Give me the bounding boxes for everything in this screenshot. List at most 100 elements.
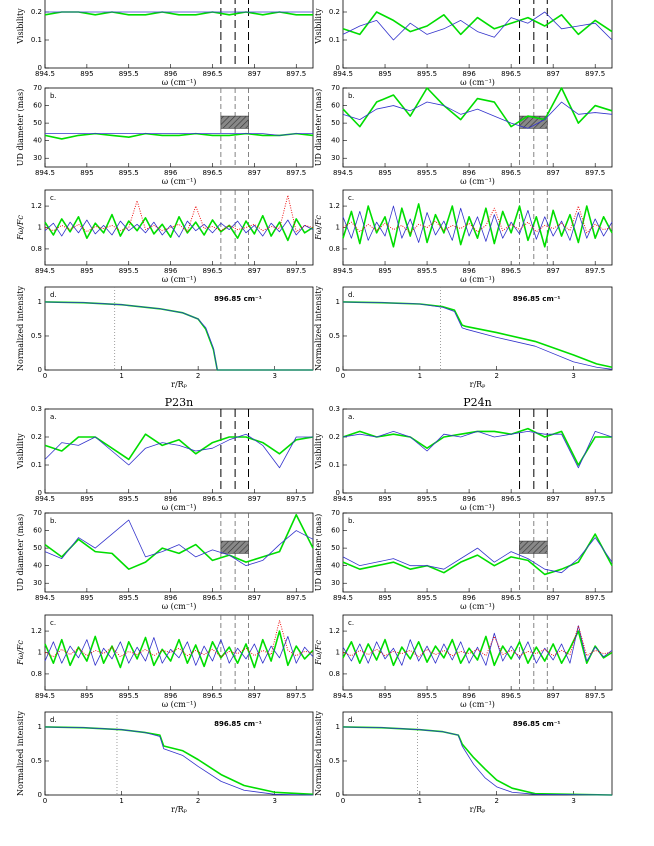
x-tick-label: 895: [80, 169, 93, 177]
x-tick-label: 897.5: [286, 594, 306, 602]
y-tick-label: 60: [33, 102, 42, 110]
x-tick-label: 896.5: [202, 692, 222, 700]
x-tick-label: 895.5: [119, 70, 139, 78]
y-tick-label: 60: [33, 527, 42, 535]
x-tick-label: 896: [462, 267, 476, 275]
data-line: [44, 636, 314, 666]
x-tick-label: 897: [248, 495, 261, 503]
y-tick-label: 0.1: [329, 36, 340, 44]
y-axis-label: Visibility: [16, 433, 25, 470]
x-tick-label: 895.5: [119, 495, 139, 503]
panel-title: P23n: [165, 396, 193, 409]
y-tick-label: 40: [331, 137, 340, 145]
y-tick-label: 0.1: [31, 461, 42, 469]
data-line: [44, 194, 314, 233]
x-tick-label: 895.5: [417, 692, 437, 700]
x-tick-label: 897.5: [286, 692, 306, 700]
x-tick-label: 896.5: [501, 267, 521, 275]
y-tick-label: 0: [336, 489, 340, 497]
y-tick-label: 1: [38, 649, 42, 657]
x-tick-label: 2: [494, 372, 498, 380]
y-axis-label: Normalized intensity: [16, 286, 25, 371]
x-tick-label: 896.5: [501, 692, 521, 700]
x-tick-label: 896: [164, 495, 178, 503]
y-tick-label: 70: [33, 84, 42, 92]
x-tick-label: 0: [43, 372, 47, 380]
x-tick-label: 894.5: [35, 70, 55, 78]
y-tick-label: 40: [331, 562, 340, 570]
annotation: 896.85 cm⁻¹: [513, 295, 561, 303]
y-tick-label: 0.2: [329, 8, 340, 16]
x-tick-label: 0: [341, 372, 345, 380]
x-tick-label: 896: [462, 70, 476, 78]
y-tick-label: 0.5: [329, 332, 340, 340]
y-tick-label: 1: [336, 224, 340, 232]
x-tick-label: 896: [164, 70, 178, 78]
data-line: [342, 537, 613, 574]
panel-label: a.: [50, 413, 57, 421]
data-line: [44, 433, 313, 469]
y-axis-label: Normalized intensity: [314, 286, 323, 371]
y-tick-label: 0.5: [31, 757, 42, 765]
x-tick-label: 1: [418, 372, 422, 380]
data-line: [44, 433, 314, 461]
panel-label: c.: [50, 194, 56, 202]
x-axis-label: r/Rₚ: [171, 380, 187, 389]
y-tick-label: 0: [38, 366, 42, 374]
x-tick-label: 895: [80, 692, 93, 700]
x-tick-label: 897.5: [286, 267, 306, 275]
x-tick-label: 897: [546, 70, 559, 78]
x-tick-label: 897.5: [585, 169, 605, 177]
x-tick-label: 897: [546, 267, 559, 275]
y-tick-label: 1.2: [31, 202, 42, 210]
x-tick-label: 1: [418, 797, 422, 805]
data-line: [45, 133, 313, 136]
error-box: [220, 115, 249, 129]
x-axis-label: r/Rₚ: [470, 805, 486, 814]
y-axis-label: Fω/Fc: [16, 215, 25, 241]
y-tick-label: 1: [336, 298, 340, 306]
x-tick-label: 897.5: [585, 267, 605, 275]
y-tick-label: 0.8: [329, 670, 340, 678]
y-tick-label: 0: [38, 489, 42, 497]
x-tick-label: 897: [248, 267, 261, 275]
x-tick-label: 894.5: [35, 594, 55, 602]
plot-frame: [342, 711, 613, 796]
y-axis-label: UD diameter (mas): [16, 514, 25, 592]
x-tick-label: 895.5: [119, 169, 139, 177]
y-axis-label: UD diameter (mas): [314, 89, 323, 167]
x-tick-label: 897: [546, 692, 559, 700]
x-tick-label: 897.5: [585, 692, 605, 700]
plot-frame: [342, 408, 613, 494]
error-box: [519, 540, 548, 554]
y-tick-label: 0: [38, 791, 42, 799]
plot-frame: [342, 87, 613, 168]
annotation: 896.85 cm⁻¹: [214, 295, 262, 303]
y-axis-label: Visibility: [16, 8, 25, 45]
x-tick-label: 897.5: [585, 70, 605, 78]
x-tick-label: 3: [272, 797, 276, 805]
x-tick-label: 896.5: [202, 267, 222, 275]
plot-frame: [342, 286, 613, 371]
plot-frame: [44, 408, 314, 494]
x-tick-label: 897.5: [286, 70, 306, 78]
y-tick-label: 60: [331, 102, 340, 110]
data-line: [342, 630, 613, 667]
x-tick-label: 896: [462, 169, 476, 177]
x-tick-label: 896.5: [202, 495, 222, 503]
x-tick-label: 896: [462, 495, 476, 503]
y-axis-label: Normalized intensity: [16, 711, 25, 796]
x-tick-label: 896.5: [501, 495, 521, 503]
x-tick-label: 897: [248, 594, 261, 602]
panel-title: P24n: [463, 396, 491, 409]
y-axis-label: Fω/Fc: [16, 640, 25, 666]
panel-label: c.: [348, 619, 354, 627]
panel-label: b.: [348, 517, 355, 525]
x-tick-label: 895: [80, 70, 93, 78]
x-tick-label: 3: [272, 372, 276, 380]
y-axis-label: Fω/Fc: [314, 640, 323, 666]
y-tick-label: 40: [33, 137, 42, 145]
x-tick-label: 896: [164, 169, 178, 177]
